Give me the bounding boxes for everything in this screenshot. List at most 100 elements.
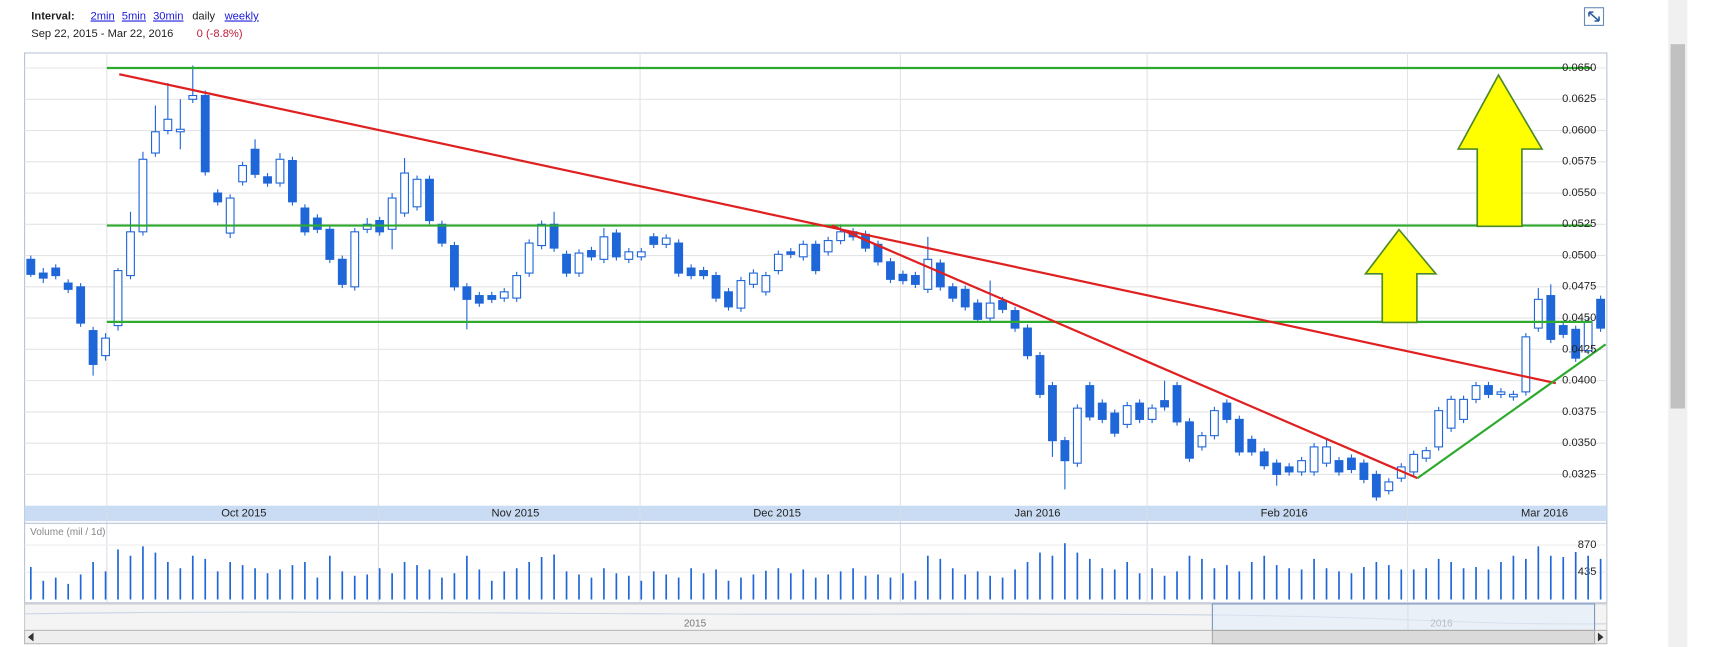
candle-body bbox=[412, 178, 422, 208]
candle-body bbox=[749, 272, 758, 285]
volume-bar bbox=[416, 565, 418, 600]
up-arrow-small bbox=[1363, 228, 1438, 324]
volume-bar bbox=[1363, 566, 1365, 600]
candle-body bbox=[288, 159, 297, 203]
candle-body bbox=[499, 291, 509, 299]
candle-body bbox=[1185, 421, 1194, 459]
scroll-right[interactable] bbox=[1597, 632, 1604, 642]
candle-body bbox=[1209, 410, 1219, 437]
page-scroll-thumb[interactable] bbox=[1670, 44, 1686, 409]
candle-body bbox=[474, 295, 484, 304]
volume-bar bbox=[827, 574, 830, 600]
plot-frame bbox=[24, 52, 1608, 604]
interval-link[interactable]: 2min bbox=[91, 11, 115, 23]
x-tick-label: Feb 2016 bbox=[1261, 507, 1308, 519]
candle-body bbox=[400, 172, 409, 214]
scroll-left[interactable] bbox=[27, 632, 34, 642]
icon-arrow[interactable] bbox=[1588, 11, 1600, 22]
candle-body bbox=[960, 288, 970, 308]
candle-body bbox=[1072, 407, 1082, 464]
candle-body bbox=[113, 270, 123, 327]
candle-body bbox=[225, 197, 235, 234]
volume-bar bbox=[889, 577, 892, 600]
h-scrollbar[interactable] bbox=[24, 629, 1608, 645]
volume-bar bbox=[590, 577, 593, 600]
x-tick-label: Oct 2015 bbox=[221, 507, 266, 519]
candle-body bbox=[449, 245, 459, 288]
volume-bar bbox=[1250, 561, 1253, 600]
volume-bar bbox=[777, 568, 780, 600]
volume-bar bbox=[740, 577, 742, 600]
candle-body bbox=[811, 243, 821, 272]
candle-body bbox=[275, 158, 285, 184]
volume-bar bbox=[640, 580, 643, 600]
volume-bar bbox=[428, 569, 431, 600]
volume-bar bbox=[1151, 568, 1153, 600]
axis-labels: 0.0325 0.0350 0.0375 0.0400 0.0425 0.0450 0.04… bbox=[221, 62, 1596, 519]
volume-bar bbox=[877, 574, 879, 600]
volume-bar bbox=[266, 573, 269, 600]
volume-bar bbox=[1163, 575, 1166, 600]
candle-body bbox=[1048, 385, 1057, 442]
candle-body bbox=[1409, 453, 1419, 473]
candle-body bbox=[686, 267, 696, 277]
volume-bar bbox=[304, 561, 306, 600]
volume-bar bbox=[29, 566, 32, 600]
volume-bar bbox=[1138, 573, 1141, 600]
candle-body bbox=[1471, 385, 1481, 400]
interval-link[interactable]: 5min bbox=[122, 11, 146, 23]
y-tick-label: 0.0475 bbox=[1562, 281, 1596, 293]
volume-bar bbox=[565, 571, 568, 600]
volume-bar bbox=[1487, 569, 1490, 600]
volume-tick-label: 435 bbox=[1578, 566, 1597, 578]
candle-body bbox=[1347, 457, 1356, 470]
interval-link[interactable]: 30min bbox=[153, 11, 183, 23]
volume-bar bbox=[1400, 569, 1403, 600]
candle-body bbox=[425, 178, 434, 222]
volume-bar bbox=[814, 577, 817, 600]
candle-body bbox=[935, 262, 945, 288]
volume-bar bbox=[540, 556, 543, 600]
expand-icon[interactable] bbox=[1583, 7, 1605, 26]
candle-body bbox=[175, 128, 185, 133]
candle-body bbox=[101, 337, 110, 357]
candle-body bbox=[649, 236, 659, 245]
volume-bar bbox=[241, 565, 244, 600]
candle-body bbox=[1222, 402, 1232, 420]
h-scroll-thumb[interactable] bbox=[1211, 629, 1596, 645]
candle-body bbox=[1272, 462, 1282, 475]
candle-body bbox=[910, 275, 920, 285]
candle-body bbox=[138, 158, 148, 233]
volume-bar bbox=[79, 574, 82, 600]
volume-bar bbox=[951, 568, 954, 600]
y-tick-label: 0.0400 bbox=[1562, 375, 1596, 387]
candle-body bbox=[886, 261, 895, 280]
candle-body bbox=[661, 237, 671, 245]
volume-bar bbox=[1350, 573, 1353, 600]
candle-body bbox=[736, 280, 746, 309]
candle-body bbox=[524, 242, 534, 274]
volume-bar bbox=[466, 555, 468, 600]
volume-bar bbox=[615, 573, 618, 600]
candle-body bbox=[1297, 460, 1307, 473]
volume-bar bbox=[727, 580, 730, 600]
y-tick-label: 0.0625 bbox=[1562, 93, 1596, 105]
candle-body bbox=[923, 258, 933, 290]
interval-link[interactable]: weekly bbox=[224, 11, 260, 23]
candle-body bbox=[200, 94, 210, 173]
volume-bar bbox=[1475, 566, 1477, 600]
volume-bar bbox=[976, 571, 979, 600]
candle-body bbox=[587, 250, 596, 258]
candle-body bbox=[973, 302, 983, 320]
volume-bar bbox=[1500, 561, 1502, 600]
volume-bar bbox=[1599, 558, 1602, 600]
candle-body bbox=[1010, 310, 1020, 329]
x-tick-label: Nov 2015 bbox=[492, 507, 540, 519]
volume-bar bbox=[92, 561, 94, 600]
volume-bar bbox=[254, 568, 256, 600]
candle-body bbox=[250, 148, 260, 175]
candle-body bbox=[437, 223, 447, 244]
volume-bar bbox=[1300, 569, 1303, 600]
candle-body bbox=[699, 270, 709, 277]
volume-bar bbox=[1512, 555, 1515, 600]
